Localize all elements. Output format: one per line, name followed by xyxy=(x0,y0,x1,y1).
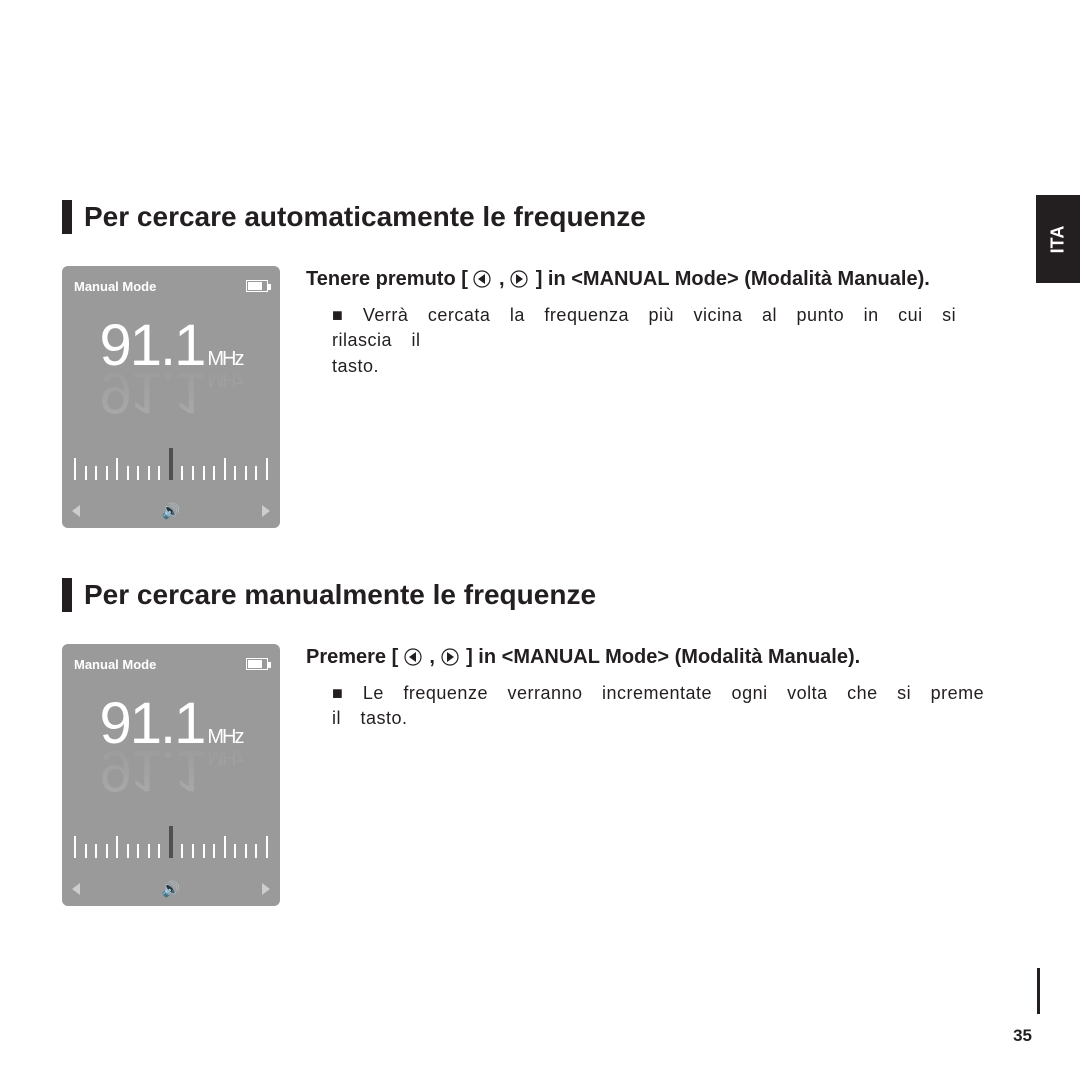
left-arrow-icon xyxy=(404,644,424,671)
heading-row: Per cercare automaticamente le frequenze xyxy=(62,200,1010,234)
device-screenshot: Manual Mode 91.1MHz 91.1MHz 🔊 xyxy=(62,266,280,528)
language-tab-label: ITA xyxy=(1047,225,1068,253)
device-screenshot: Manual Mode 91.1MHz 91.1MHz 🔊 xyxy=(62,644,280,906)
heading-accent-bar xyxy=(62,200,72,234)
nav-right-icon xyxy=(262,505,270,517)
page-number: 35 xyxy=(1013,1026,1032,1046)
speaker-icon: 🔊 xyxy=(162,880,181,898)
battery-icon xyxy=(246,280,268,292)
right-arrow-icon xyxy=(510,266,530,293)
nav-left-icon xyxy=(72,505,80,517)
instruction-detail-line1: ■ Le frequenze verranno incrementate ogn… xyxy=(332,681,1010,730)
heading-row: Per cercare manualmente le frequenze xyxy=(62,578,1010,612)
tuning-dial xyxy=(74,818,268,858)
nav-left-icon xyxy=(72,883,80,895)
left-arrow-icon xyxy=(473,266,493,293)
instruction-detail-line2: tasto. xyxy=(332,354,1010,378)
section-auto-search: Per cercare automaticamente le frequenze… xyxy=(62,200,1010,528)
instruction-detail-line1: ■ Verrà cercata la frequenza più vicina … xyxy=(332,303,1010,352)
nav-right-icon xyxy=(262,883,270,895)
frequency-reflection: 91.1MHz xyxy=(100,359,243,426)
right-arrow-icon xyxy=(441,644,461,671)
speaker-icon: 🔊 xyxy=(162,502,181,520)
battery-icon xyxy=(246,658,268,670)
heading-accent-bar xyxy=(62,578,72,612)
tuning-dial xyxy=(74,440,268,480)
language-tab: ITA xyxy=(1036,195,1080,283)
section-heading: Per cercare automaticamente le frequenze xyxy=(84,201,646,233)
page-number-bar xyxy=(1037,968,1040,1014)
device-mode-label: Manual Mode xyxy=(74,279,156,294)
device-mode-label: Manual Mode xyxy=(74,657,156,672)
frequency-reflection: 91.1MHz xyxy=(100,737,243,804)
instruction-text: Premere [ , ] in <MANUAL Mode> (Modalità… xyxy=(306,644,1010,671)
section-heading: Per cercare manualmente le frequenze xyxy=(84,579,596,611)
instruction-text: Tenere premuto [ , ] in <MANUAL Mode> (M… xyxy=(306,266,1010,293)
section-manual-search: Per cercare manualmente le frequenze Man… xyxy=(62,578,1010,906)
